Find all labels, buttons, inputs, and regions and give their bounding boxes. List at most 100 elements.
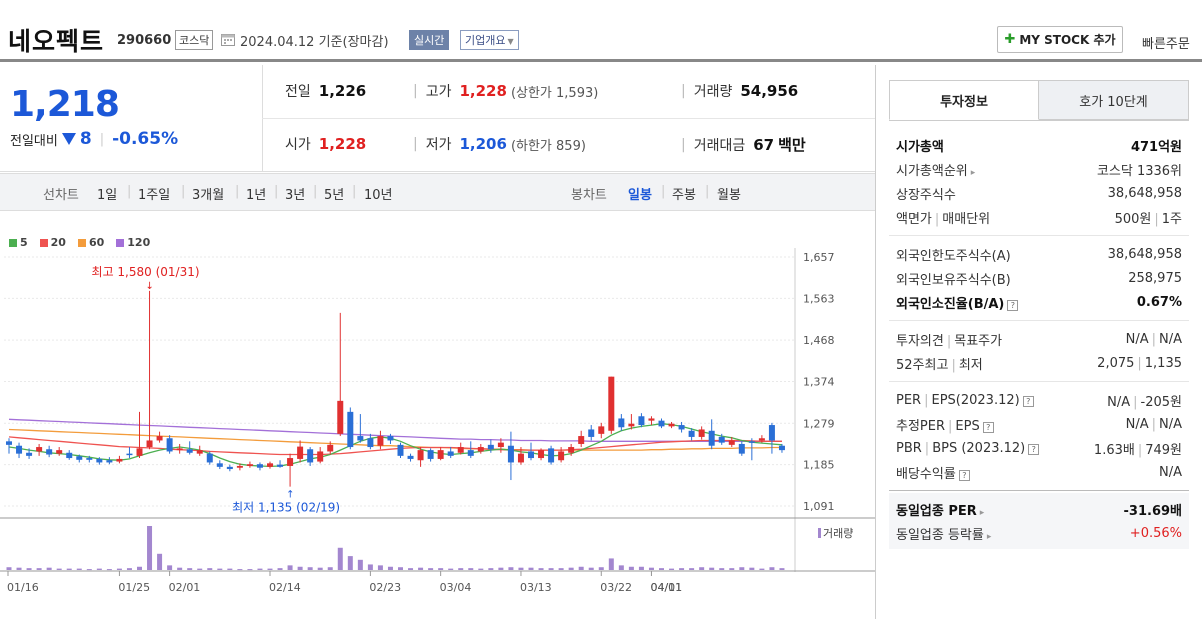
bps-label: BPS (2023.12) xyxy=(932,440,1026,456)
candle-body xyxy=(36,447,43,452)
amount-unit: 백만 xyxy=(778,136,806,154)
volume-bar xyxy=(628,566,634,570)
high-value: 1,228 xyxy=(459,82,507,100)
volume-bar xyxy=(16,567,22,570)
y-tick-label: 1,374 xyxy=(803,376,835,389)
help-icon[interactable]: ? xyxy=(958,469,970,481)
candle-body xyxy=(106,460,113,463)
candle-body xyxy=(457,447,464,453)
chevron-right-icon: ▸ xyxy=(986,531,992,542)
prev-close-label: 전일 xyxy=(285,84,311,100)
divider: | xyxy=(924,440,930,456)
legend-swatch xyxy=(77,239,86,247)
tab-hoga-10[interactable]: 호가 10단계 xyxy=(1039,80,1189,120)
w52-low-value: 1,135 xyxy=(1144,355,1182,371)
candle-body xyxy=(548,448,555,463)
divider: | xyxy=(934,211,940,227)
sector-block: 동일업종 PER ▸ -31.69배 동일업종 등락률 ▸ +0.56% xyxy=(889,493,1189,549)
volume-bar xyxy=(217,568,223,570)
tab-3y[interactable]: 3년 xyxy=(285,188,306,203)
candle-body xyxy=(256,464,263,468)
info-row[interactable]: 시가총액순위 ▸ 코스닥 1336위 xyxy=(889,157,1189,181)
candle-body xyxy=(538,450,545,459)
price-chart[interactable]: 5 20 60 120 1,657 1,563 1,468 1,374 1,279 1,1… xyxy=(0,212,875,619)
candle-body xyxy=(447,451,454,456)
info-row: PER | EPS(2023.12)? N/A | -205원 xyxy=(889,388,1189,412)
volume-bar xyxy=(157,553,163,570)
ma-legend: 5 20 60 120 xyxy=(9,236,150,249)
candle-body xyxy=(116,458,123,462)
tab-1d[interactable]: 1일 xyxy=(97,188,118,203)
tab-invest-info[interactable]: 투자정보 xyxy=(889,80,1039,120)
per-value: N/A xyxy=(1107,394,1131,410)
stock-code: 290660 xyxy=(117,33,172,48)
volume-bar xyxy=(307,567,313,570)
volume-bar xyxy=(277,568,283,570)
chart-period-tabs: 선차트 1일 | 1주일 | 3개월 | 1년 | 3년 | 5년 | 10년 … xyxy=(0,173,875,211)
open-label: 시가 xyxy=(285,137,311,153)
volume-bar xyxy=(237,569,243,571)
help-icon[interactable]: ? xyxy=(1007,299,1019,311)
unit-label: 매매단위 xyxy=(942,211,991,227)
candle-body xyxy=(327,444,334,452)
y-tick-label: 1,279 xyxy=(803,417,835,430)
x-tick-label: 01/16 xyxy=(7,581,39,594)
volume-bar xyxy=(6,567,12,570)
tab-1w[interactable]: 1주일 xyxy=(138,188,171,203)
volume-bar xyxy=(116,568,122,570)
y-tick-label: 1,468 xyxy=(803,334,835,347)
volume-bar xyxy=(56,568,62,570)
info-row[interactable]: 동일업종 PER ▸ -31.69배 xyxy=(889,497,1189,521)
candle-body xyxy=(287,458,294,466)
candle-body xyxy=(206,453,213,463)
add-mystock-button[interactable]: ✚ MY STOCK 추가 xyxy=(997,26,1123,53)
candle-body xyxy=(337,400,344,434)
volume-bar xyxy=(528,567,534,570)
volume-bar xyxy=(257,568,263,570)
candle-body xyxy=(387,436,394,441)
help-icon[interactable]: ? xyxy=(982,421,994,433)
x-tick-label: 02/14 xyxy=(269,581,301,594)
tab-1y[interactable]: 1년 xyxy=(246,188,267,203)
candle-body xyxy=(347,411,354,448)
info-row[interactable]: 동일업종 등락률 ▸ +0.56% xyxy=(889,521,1189,545)
tab-weekly[interactable]: 주봉 xyxy=(672,188,696,203)
volume-bar xyxy=(207,568,213,570)
x-tick-label: 03/22 xyxy=(600,581,632,594)
candle-body xyxy=(176,448,183,451)
candle-body xyxy=(377,436,384,446)
tab-5y[interactable]: 5년 xyxy=(324,188,345,203)
volume-bar xyxy=(387,566,393,570)
per-label: PER xyxy=(896,392,922,408)
tab-monthly[interactable]: 월봉 xyxy=(717,188,741,203)
quick-order-button[interactable]: 빠른주문 xyxy=(1142,33,1190,52)
divider xyxy=(889,235,1189,236)
volume-bar xyxy=(287,565,293,570)
tab-10y[interactable]: 10년 xyxy=(364,188,393,203)
tab-daily[interactable]: 일봉 xyxy=(628,188,652,203)
divider: | xyxy=(951,357,956,373)
candle-body xyxy=(196,450,203,454)
candle-body xyxy=(558,451,565,461)
help-icon[interactable]: ? xyxy=(1028,443,1040,455)
volume-bar xyxy=(508,567,514,570)
company-overview-dropdown[interactable]: 기업개요 ▼ xyxy=(460,30,519,50)
volume-bar xyxy=(709,567,715,570)
candle-body xyxy=(628,423,635,427)
candle-body xyxy=(166,438,173,452)
help-icon[interactable]: ? xyxy=(1022,395,1034,407)
divider: | xyxy=(1137,355,1142,371)
caret-down-icon: ▼ xyxy=(507,37,514,46)
volume-bar xyxy=(659,568,664,570)
divider: | xyxy=(99,131,105,147)
calendar-icon xyxy=(221,34,235,46)
candle-chart-group-label: 봉차트 xyxy=(571,188,607,203)
candle-body xyxy=(297,446,304,459)
tab-3m[interactable]: 3개월 xyxy=(192,188,225,203)
realtime-button[interactable]: 실시간 xyxy=(409,30,450,50)
high-price: | 고가 1,228 (상한가 1,593) xyxy=(413,81,598,101)
sector-chg-label: 동일업종 등락률 xyxy=(896,527,984,543)
info-table: 시가총액 471억원 시가총액순위 ▸ 코스닥 1336위 상장주식수 38,64… xyxy=(889,120,1189,549)
candle-body xyxy=(56,450,63,454)
candlestick-plot[interactable]: 1,657 1,563 1,468 1,374 1,279 1,185 1,091 01/16… xyxy=(0,212,875,619)
